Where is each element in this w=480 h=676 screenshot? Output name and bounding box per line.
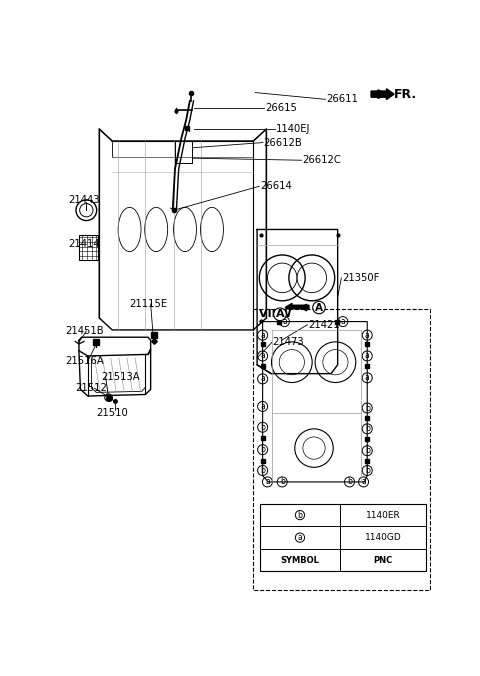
- Circle shape: [345, 477, 355, 487]
- Text: a: a: [365, 352, 370, 360]
- Bar: [79, 235, 98, 260]
- Circle shape: [362, 466, 372, 475]
- Text: b: b: [365, 466, 370, 475]
- Text: b: b: [365, 446, 370, 455]
- Text: 21510: 21510: [96, 408, 128, 418]
- Circle shape: [362, 445, 372, 456]
- Circle shape: [338, 316, 348, 327]
- Text: 21512: 21512: [75, 383, 107, 393]
- Text: 26612B: 26612B: [264, 137, 302, 147]
- Circle shape: [258, 330, 268, 340]
- Text: A: A: [315, 303, 323, 312]
- Circle shape: [295, 533, 305, 542]
- Bar: [112, 141, 253, 157]
- Text: 21443: 21443: [68, 195, 99, 205]
- Text: PNC: PNC: [373, 556, 393, 564]
- Text: A: A: [276, 310, 284, 319]
- Circle shape: [279, 316, 289, 327]
- Circle shape: [362, 403, 372, 413]
- Text: a: a: [260, 352, 265, 360]
- Text: 21414: 21414: [68, 239, 99, 249]
- Circle shape: [362, 372, 372, 383]
- Text: SYMBOL: SYMBOL: [280, 556, 319, 564]
- Circle shape: [362, 330, 372, 340]
- Text: b: b: [298, 510, 302, 520]
- Circle shape: [258, 402, 268, 412]
- Circle shape: [277, 477, 287, 487]
- Bar: [260, 504, 426, 571]
- Text: b: b: [260, 422, 265, 432]
- FancyArrow shape: [285, 304, 309, 312]
- Text: 1140ER: 1140ER: [366, 510, 400, 520]
- Circle shape: [362, 424, 372, 434]
- Text: a: a: [365, 331, 370, 339]
- Text: b: b: [280, 477, 285, 487]
- Text: b: b: [260, 445, 265, 454]
- FancyArrow shape: [371, 89, 394, 99]
- Circle shape: [295, 510, 305, 520]
- Circle shape: [258, 351, 268, 361]
- Text: a: a: [282, 317, 287, 326]
- Text: VIEW: VIEW: [259, 310, 295, 319]
- Text: a: a: [260, 331, 265, 339]
- Text: a: a: [265, 477, 270, 487]
- Bar: [253, 309, 430, 590]
- Text: b: b: [365, 425, 370, 433]
- Text: a: a: [365, 373, 370, 383]
- Circle shape: [258, 374, 268, 384]
- Text: 26615: 26615: [265, 103, 297, 113]
- Text: b: b: [365, 404, 370, 412]
- Text: b: b: [260, 466, 265, 475]
- Text: 26614: 26614: [260, 181, 292, 191]
- Text: 21513A: 21513A: [101, 372, 140, 382]
- Text: 26611: 26611: [326, 95, 359, 104]
- Circle shape: [362, 351, 372, 361]
- Text: 21451B: 21451B: [66, 326, 104, 336]
- Text: 21516A: 21516A: [66, 356, 104, 366]
- Text: a: a: [340, 317, 345, 326]
- Text: 1140EJ: 1140EJ: [276, 124, 310, 134]
- Text: FR.: FR.: [394, 88, 417, 101]
- Text: 21473: 21473: [273, 337, 304, 347]
- Circle shape: [258, 466, 268, 475]
- Circle shape: [258, 445, 268, 455]
- Text: 21421: 21421: [308, 320, 340, 330]
- Text: a: a: [298, 533, 302, 542]
- Text: a: a: [260, 375, 265, 383]
- Text: 26612C: 26612C: [302, 155, 341, 165]
- Text: 1140GD: 1140GD: [365, 533, 401, 542]
- Text: a: a: [361, 477, 366, 487]
- Circle shape: [263, 477, 273, 487]
- Circle shape: [258, 422, 268, 432]
- Text: b: b: [347, 477, 352, 487]
- Circle shape: [359, 477, 369, 487]
- Text: a: a: [260, 402, 265, 411]
- Text: 21115E: 21115E: [130, 299, 168, 309]
- Text: 21350F: 21350F: [342, 273, 380, 283]
